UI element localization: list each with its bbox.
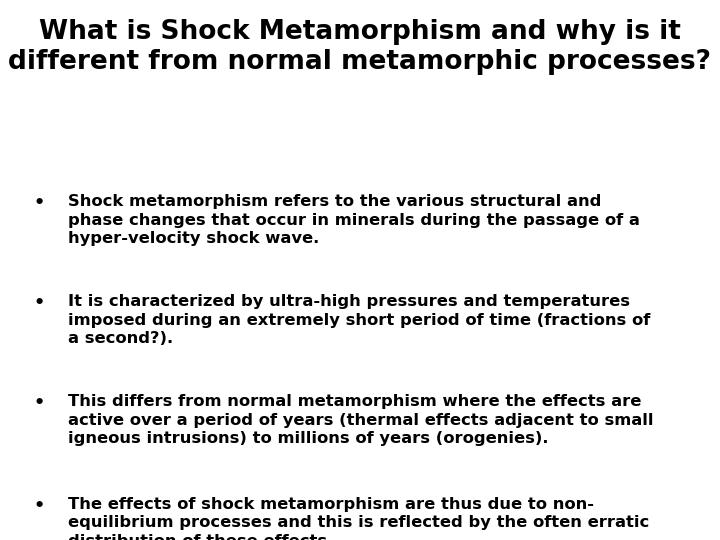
- Text: •: •: [34, 194, 45, 212]
- Text: It is characterized by ultra-high pressures and temperatures
imposed during an e: It is characterized by ultra-high pressu…: [68, 294, 651, 346]
- Text: •: •: [34, 394, 45, 412]
- Text: This differs from normal metamorphism where the effects are
active over a period: This differs from normal metamorphism wh…: [68, 394, 654, 446]
- Text: What is Shock Metamorphism and why is it
different from normal metamorphic proce: What is Shock Metamorphism and why is it…: [9, 19, 711, 75]
- Text: The effects of shock metamorphism are thus due to non-
equilibrium processes and: The effects of shock metamorphism are th…: [68, 497, 649, 540]
- Text: Shock metamorphism refers to the various structural and
phase changes that occur: Shock metamorphism refers to the various…: [68, 194, 640, 246]
- Text: •: •: [34, 294, 45, 312]
- Text: •: •: [34, 497, 45, 515]
